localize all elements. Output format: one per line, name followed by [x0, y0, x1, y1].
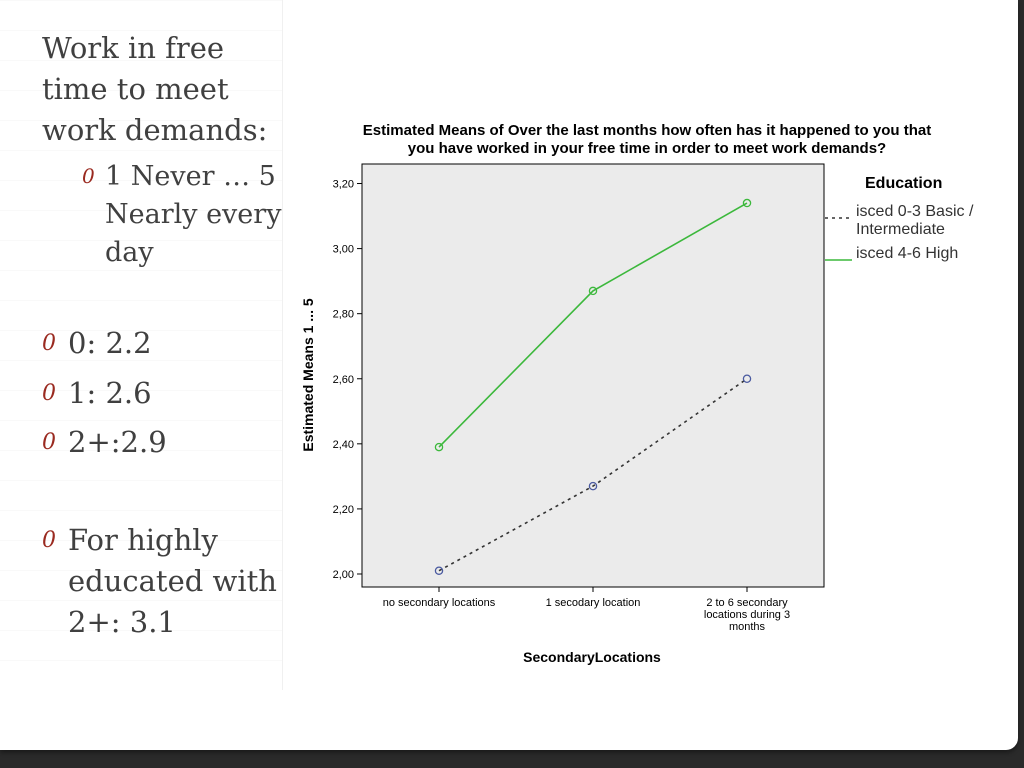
slide: Work in free time to meet work demands: …	[0, 0, 1018, 750]
y-tick-label: 3,20	[333, 179, 354, 191]
scale-note-text: 1 Never … 5 Nearly every day	[105, 161, 282, 268]
y-tick-label: 2,60	[333, 374, 354, 386]
x-tick-label: months	[729, 621, 766, 633]
y-tick-label: 2,80	[333, 309, 354, 321]
bullet-text: For highly educated with 2+: 3.1	[68, 523, 277, 639]
x-tick-label: 2 to 6 secondary	[706, 597, 788, 609]
data-point	[742, 198, 752, 208]
y-tick-label: 3,00	[333, 244, 354, 256]
data-point	[434, 442, 444, 452]
bullet-text: 1: 2.6	[68, 376, 152, 410]
bullet-marker: 0	[82, 164, 95, 188]
x-tick-label: 1 secodary location	[546, 597, 641, 609]
bullet-marker: 0	[42, 331, 56, 356]
chart-title: you have worked in your free time in ord…	[408, 140, 886, 157]
series-line	[438, 202, 748, 448]
text-panel: Work in free time to meet work demands: …	[0, 0, 283, 690]
data-point	[434, 566, 444, 575]
bullet-marker: 0	[42, 381, 56, 406]
legend-title: Education	[865, 175, 942, 192]
legend-label: isced 4-6 High	[856, 245, 958, 262]
bullet-marker: 0	[42, 528, 56, 553]
chart-title: Estimated Means of Over the last months …	[363, 122, 931, 139]
x-tick-label: locations during 3	[704, 609, 790, 621]
slide-heading: Work in free time to meet work demands:	[42, 31, 268, 147]
data-point	[588, 286, 598, 296]
legend-label: Intermediate	[856, 221, 945, 238]
bullet-text: 0: 2.2	[68, 326, 152, 360]
x-axis-label: SecondaryLocations	[523, 649, 661, 665]
bullet-marker: 0	[42, 430, 56, 455]
series-line	[438, 378, 748, 572]
x-tick-label: no secondary locations	[383, 597, 496, 609]
data-point	[742, 374, 752, 384]
y-axis-label: Estimated Means 1 ... 5	[300, 298, 316, 451]
line-chart: Estimated Means of Over the last months …	[300, 122, 974, 665]
data-point	[588, 481, 598, 491]
bullet-text: 2+:2.9	[68, 425, 167, 459]
y-tick-label: 2,20	[333, 504, 354, 516]
y-tick-label: 2,00	[333, 569, 354, 581]
plot-area	[361, 163, 825, 588]
y-tick-label: 2,40	[333, 439, 354, 451]
legend-label: isced 0-3 Basic /	[856, 203, 974, 220]
